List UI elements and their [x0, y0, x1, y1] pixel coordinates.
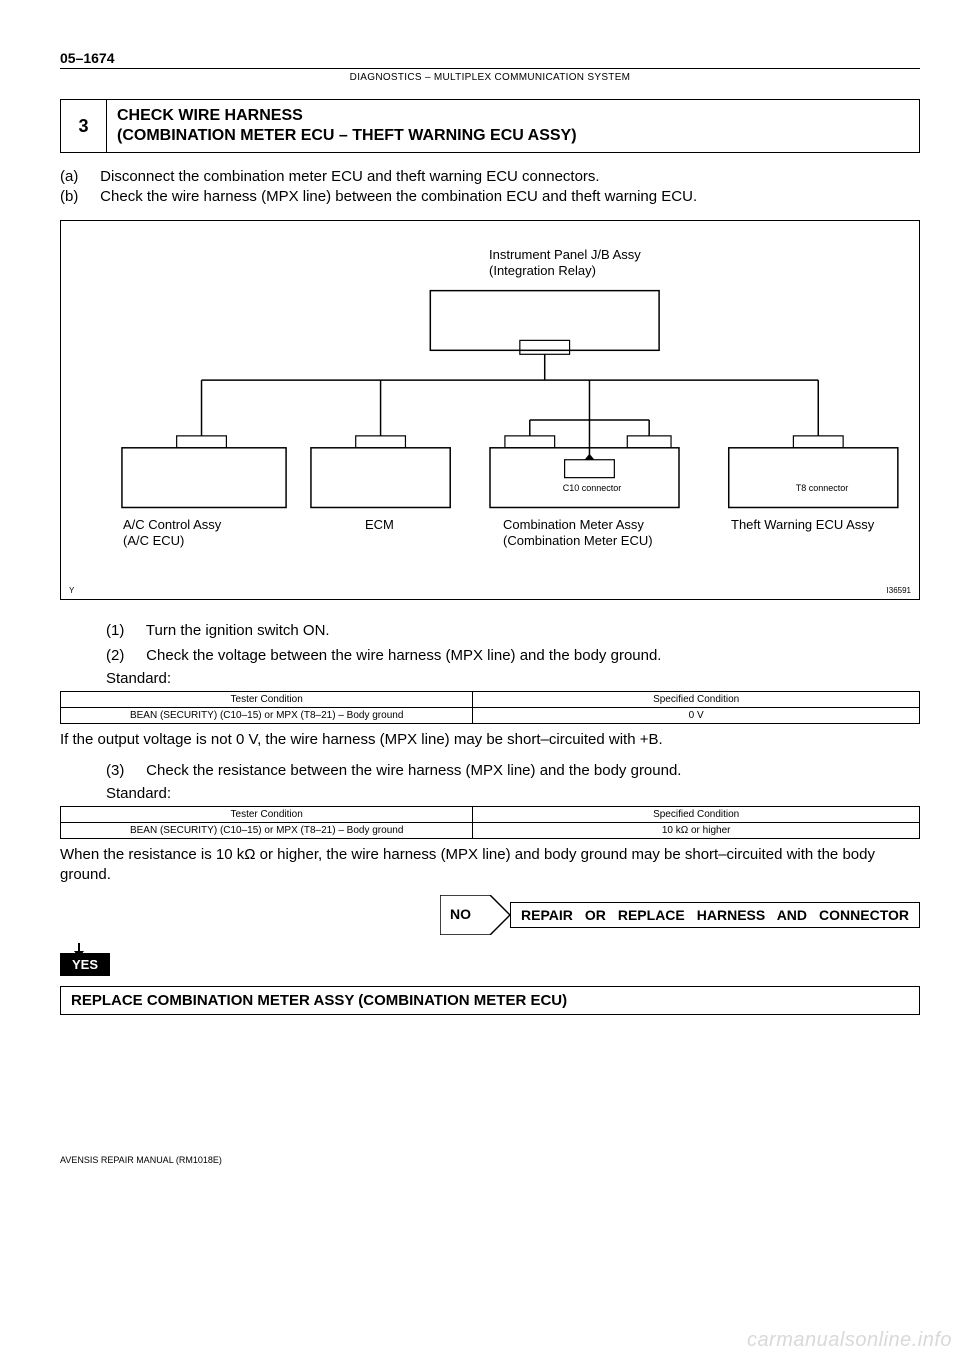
intro-b-label: (b) — [60, 187, 96, 207]
proc-line-2: (2) Check the voltage between the wire h… — [60, 645, 920, 666]
watermark: carmanualsonline.info — [747, 1329, 952, 1352]
no-label: NO — [450, 906, 471, 922]
intro-b-text: Check the wire harness (MPX line) betwee… — [100, 188, 697, 205]
branch-row: NO REPAIR OR REPLACE HARNESS AND CONNECT… — [60, 895, 920, 935]
proc-line-1: (1) Turn the ignition switch ON. — [60, 620, 920, 641]
standard-label-1: Standard: — [60, 670, 920, 687]
step-box: 3 CHECK WIRE HARNESS (COMBINATION METER … — [60, 99, 920, 153]
t2-h1: Tester Condition — [61, 806, 473, 822]
no-target: REPAIR OR REPLACE HARNESS AND CONNECTOR — [510, 902, 920, 928]
page-number: 05–1674 — [60, 50, 920, 66]
section-header: DIAGNOSTICS – MULTIPLEX COMMUNICATION SY… — [60, 69, 920, 99]
step-title-line2: (COMBINATION METER ECU – THEFT WARNING E… — [117, 127, 577, 144]
note-2: When the resistance is 10 kΩ or higher, … — [60, 845, 920, 886]
diagram-t8-label: T8 connector — [789, 483, 855, 493]
no-arrow: NO — [440, 895, 510, 935]
diagram-jb-label: Instrument Panel J/B Assy (Integration R… — [489, 247, 641, 280]
t2-h2: Specified Condition — [473, 806, 920, 822]
diagram-figref: I36591 — [887, 586, 911, 595]
intro-a-label: (a) — [60, 167, 96, 187]
t2-r1c2: 10 kΩ or higher — [473, 822, 920, 838]
final-action: REPLACE COMBINATION METER ASSY (COMBINAT… — [60, 986, 920, 1015]
diagram-jb-l1: Instrument Panel J/B Assy — [489, 247, 641, 262]
spec-table-1: Tester Condition Specified Condition BEA… — [60, 691, 920, 724]
proc-3-num: (3) — [106, 760, 142, 781]
footer-text: AVENSIS REPAIR MANUAL (RM1018E) — [60, 1155, 920, 1165]
intro-text: (a) Disconnect the combination meter ECU… — [60, 167, 920, 208]
standard-label-2: Standard: — [60, 785, 920, 802]
proc-1-text: Turn the ignition switch ON. — [146, 622, 330, 639]
proc-1-num: (1) — [106, 620, 142, 641]
diagram-comb-l1: Combination Meter Assy — [503, 517, 644, 532]
diagram-comb-label: Combination Meter Assy (Combination Mete… — [503, 517, 653, 550]
proc-3-text: Check the resistance between the wire ha… — [146, 762, 681, 779]
proc-2-num: (2) — [106, 645, 142, 666]
step-title: CHECK WIRE HARNESS (COMBINATION METER EC… — [107, 100, 919, 152]
proc-line-3: (3) Check the resistance between the wir… — [60, 760, 920, 781]
header-rule — [60, 68, 920, 69]
step-number: 3 — [61, 100, 107, 152]
diagram-theft-label: Theft Warning ECU Assy — [731, 517, 874, 533]
wiring-diagram: Instrument Panel J/B Assy (Integration R… — [60, 220, 920, 600]
yes-box: YES — [60, 953, 110, 976]
t1-h1: Tester Condition — [61, 691, 473, 707]
step-title-line1: CHECK WIRE HARNESS — [117, 107, 303, 124]
diagram-ac-label: A/C Control Assy (A/C ECU) — [123, 517, 221, 550]
intro-a-text: Disconnect the combination meter ECU and… — [100, 168, 599, 185]
diagram-comb-l2: (Combination Meter ECU) — [503, 533, 653, 548]
spec-table-2: Tester Condition Specified Condition BEA… — [60, 806, 920, 839]
diagram-ac-l2: (A/C ECU) — [123, 533, 184, 548]
t1-r1c1: BEAN (SECURITY) (C10–15) or MPX (T8–21) … — [61, 707, 473, 723]
diagram-c10-label: C10 connector — [559, 483, 625, 493]
t1-h2: Specified Condition — [473, 691, 920, 707]
diagram-ac-l1: A/C Control Assy — [123, 517, 221, 532]
proc-2-text: Check the voltage between the wire harne… — [146, 647, 661, 664]
diagram-y-label: Y — [69, 586, 74, 595]
diagram-ecm-label: ECM — [365, 517, 394, 533]
t1-r1c2: 0 V — [473, 707, 920, 723]
note-1: If the output voltage is not 0 V, the wi… — [60, 730, 920, 750]
diagram-jb-l2: (Integration Relay) — [489, 263, 596, 278]
t2-r1c1: BEAN (SECURITY) (C10–15) or MPX (T8–21) … — [61, 822, 473, 838]
